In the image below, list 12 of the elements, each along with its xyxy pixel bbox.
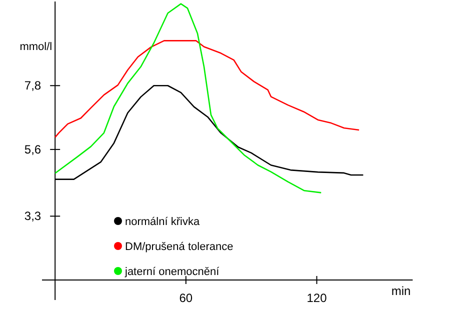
legend-label: normální křivka	[125, 216, 200, 228]
legend-label: DM/prušená tolerance	[125, 241, 234, 253]
x-tick-label: 60	[179, 291, 193, 305]
x-axis-title: min	[391, 284, 411, 298]
y-tick-label: 5,6	[24, 142, 42, 156]
y-axis-title: mmol/l	[20, 41, 52, 53]
line-series	[54, 40, 360, 138]
y-tick-label: 7,8	[24, 78, 42, 93]
y-tick-label: 3,3	[24, 209, 42, 224]
line-series	[54, 3, 322, 194]
x-tick-label: 120	[306, 291, 328, 305]
legend-label: jaterní onemocnění	[124, 266, 220, 278]
